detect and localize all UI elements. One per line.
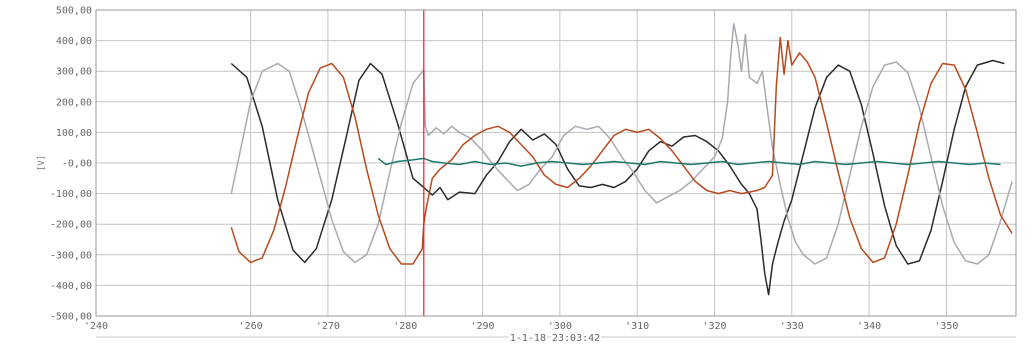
x-tick-label: '340 <box>857 321 881 332</box>
series-group <box>230 23 1013 296</box>
x-tick-label: '280 <box>393 321 417 332</box>
x-axis-ticks: '240 '260 '270 '280 '290 '300 '310 '320 '330 '340… <box>84 321 959 332</box>
y-tick-label: -300,00 <box>50 250 92 261</box>
series-line-2 <box>230 23 1013 265</box>
x-tick-label: '330 <box>780 321 804 332</box>
x-tick-label: '350 <box>934 321 958 332</box>
x-tick-label: '260 <box>239 321 263 332</box>
x-tick-label: '290 <box>471 321 495 332</box>
y-axis-ticks: 500,00 400,00 300,00 200,00 100,00 -0,00 -100,… <box>50 6 92 323</box>
x-tick-label: '320 <box>702 321 726 332</box>
timestamp-label: 1-1-18 23:03:42 <box>510 333 600 344</box>
y-tick-label: -100,00 <box>50 189 92 200</box>
y-tick-label: -0,00 <box>62 159 92 170</box>
y-tick-label: -200,00 <box>50 220 92 231</box>
series-line-1 <box>230 59 1005 296</box>
plot-frame <box>95 9 1017 317</box>
x-tick-label: '310 <box>625 321 649 332</box>
y-axis-label: [V] <box>37 155 47 171</box>
series-line-4 <box>377 157 1001 167</box>
y-tick-label: 300,00 <box>56 67 92 78</box>
y-tick-label: 400,00 <box>56 36 92 47</box>
x-tick-label: '240 <box>84 321 108 332</box>
y-tick-label: -400,00 <box>50 281 92 292</box>
y-tick-label: 500,00 <box>56 6 92 17</box>
x-tick-label: '300 <box>548 321 572 332</box>
series-line-3 <box>230 36 1013 265</box>
x-tick-label: '270 <box>316 321 340 332</box>
y-tick-label: -500,00 <box>50 312 92 323</box>
y-tick-label: 100,00 <box>56 128 92 139</box>
y-tick-label: 200,00 <box>56 97 92 108</box>
